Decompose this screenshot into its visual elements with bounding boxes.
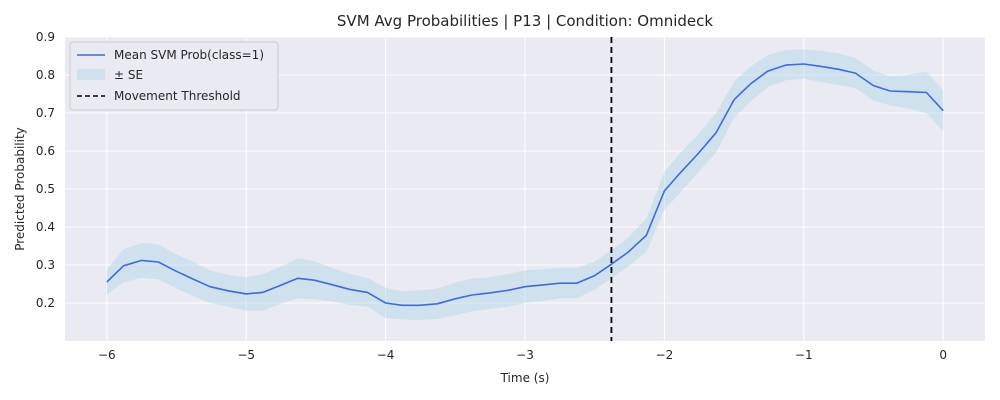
legend-box <box>69 41 279 111</box>
x-tick-label: −5 <box>237 348 255 362</box>
legend-band-label: ± SE <box>114 68 143 82</box>
se-band-layer <box>106 49 944 321</box>
x-ticks: −6 −5 −4 −3 −2 −1 0 <box>98 348 947 362</box>
x-tick-label: −3 <box>516 348 534 362</box>
se-band <box>106 49 944 321</box>
legend: Mean SVM Prob(class=1) ± SE Movement Thr… <box>69 41 279 111</box>
legend-band-swatch <box>77 69 105 80</box>
x-axis-title: Time (s) <box>500 371 550 385</box>
y-tick-label: 0.2 <box>36 296 55 310</box>
y-tick-label: 0.7 <box>36 106 55 120</box>
y-axis-title: Predicted Probability <box>13 127 27 251</box>
x-tick-label: −1 <box>795 348 813 362</box>
x-tick-label: −6 <box>98 348 116 362</box>
y-tick-label: 0.4 <box>36 220 55 234</box>
legend-threshold-label: Movement Threshold <box>114 89 241 103</box>
y-ticks: 0.2 0.3 0.4 0.5 0.6 0.7 0.8 0.9 <box>36 30 55 310</box>
mean-line-layer <box>106 63 944 307</box>
x-tick-label: 0 <box>939 348 947 362</box>
chart-title: SVM Avg Probabilities | P13 | Condition:… <box>337 12 713 30</box>
y-tick-label: 0.8 <box>36 68 55 82</box>
y-tick-label: 0.6 <box>36 144 55 158</box>
mean-prob-line <box>106 63 944 307</box>
legend-mean-label: Mean SVM Prob(class=1) <box>114 48 264 62</box>
x-tick-label: −4 <box>377 348 395 362</box>
y-tick-label: 0.5 <box>36 182 55 196</box>
y-tick-label: 0.3 <box>36 258 55 272</box>
x-tick-label: −2 <box>656 348 674 362</box>
grid <box>65 36 985 341</box>
y-tick-label: 0.9 <box>36 30 55 44</box>
